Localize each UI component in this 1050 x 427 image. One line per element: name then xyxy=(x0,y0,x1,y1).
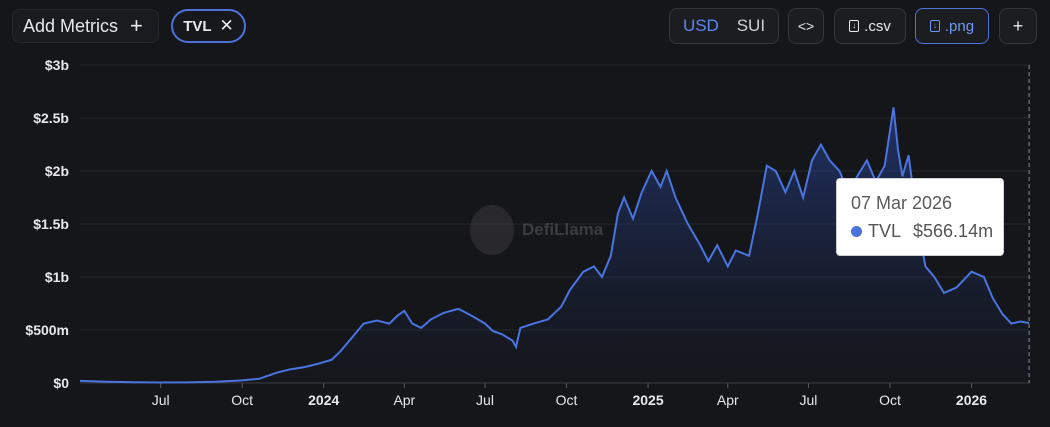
y-tick-label: $1.5b xyxy=(33,216,69,232)
currency-option-sui[interactable]: SUI xyxy=(736,16,766,35)
close-icon[interactable]: ✕ xyxy=(219,16,234,35)
currency-option-usd[interactable]: USD xyxy=(682,16,719,35)
metric-chip-tvl[interactable]: TVL ✕ xyxy=(171,9,246,43)
defillama-logo-icon xyxy=(470,205,514,255)
y-tick-label: $3b xyxy=(45,57,69,73)
y-tick-label: $0 xyxy=(53,375,69,391)
x-tick-label: 2026 xyxy=(956,392,987,408)
x-tick-label: Apr xyxy=(717,392,739,408)
x-tick-label: Oct xyxy=(556,392,578,408)
download-png-button[interactable]: ↓ .png xyxy=(915,8,989,44)
plus-icon: + xyxy=(130,13,143,38)
csv-label: .csv xyxy=(864,17,891,35)
tooltip-series: TVL xyxy=(868,221,902,241)
defillama-watermark: DefiLlama xyxy=(470,205,603,255)
tooltip-date: 07 Mar 2026 xyxy=(851,193,953,213)
tvl-area xyxy=(80,107,1030,384)
y-tick-label: $2.5b xyxy=(33,110,69,126)
chart-tooltip: 07 Mar 2026 TVL $566.14m xyxy=(836,178,1004,256)
y-tick-label: $1b xyxy=(45,269,69,285)
embed-button[interactable]: <> xyxy=(788,8,824,44)
add-chart-button[interactable]: + xyxy=(999,8,1037,44)
x-tick-label: 2025 xyxy=(632,392,663,408)
x-tick-label: Jul xyxy=(152,392,170,408)
add-metrics-label: Add Metrics xyxy=(23,15,119,36)
y-tick-label: $500m xyxy=(25,322,69,338)
file-download-icon: ↓ xyxy=(849,20,860,32)
tooltip-row: TVL $566.14m xyxy=(851,221,1003,242)
x-tick-label: Oct xyxy=(879,392,901,408)
png-label: .png xyxy=(944,17,975,35)
code-icon: <> xyxy=(797,18,815,34)
x-tick-label: Jul xyxy=(476,392,494,408)
tvl-line xyxy=(79,107,1030,384)
tooltip-value: $566.14m xyxy=(913,221,994,241)
currency-toggle[interactable]: USD SUI xyxy=(669,8,779,44)
y-tick-label: $2b xyxy=(45,163,69,179)
download-csv-button[interactable]: ↓ .csv xyxy=(834,8,906,44)
plus-icon: + xyxy=(1012,15,1024,36)
x-tick-label: 2024 xyxy=(308,392,339,408)
x-tick-label: Jul xyxy=(799,392,817,408)
series-dot-icon xyxy=(851,226,862,237)
add-metrics-button[interactable]: Add Metrics + xyxy=(12,9,159,43)
x-tick-label: Apr xyxy=(393,392,415,408)
watermark-name: DefiLlama xyxy=(522,220,604,239)
file-download-icon: ↓ xyxy=(929,20,940,32)
x-tick-label: Oct xyxy=(231,392,253,408)
metric-chip-label: TVL xyxy=(183,17,212,35)
